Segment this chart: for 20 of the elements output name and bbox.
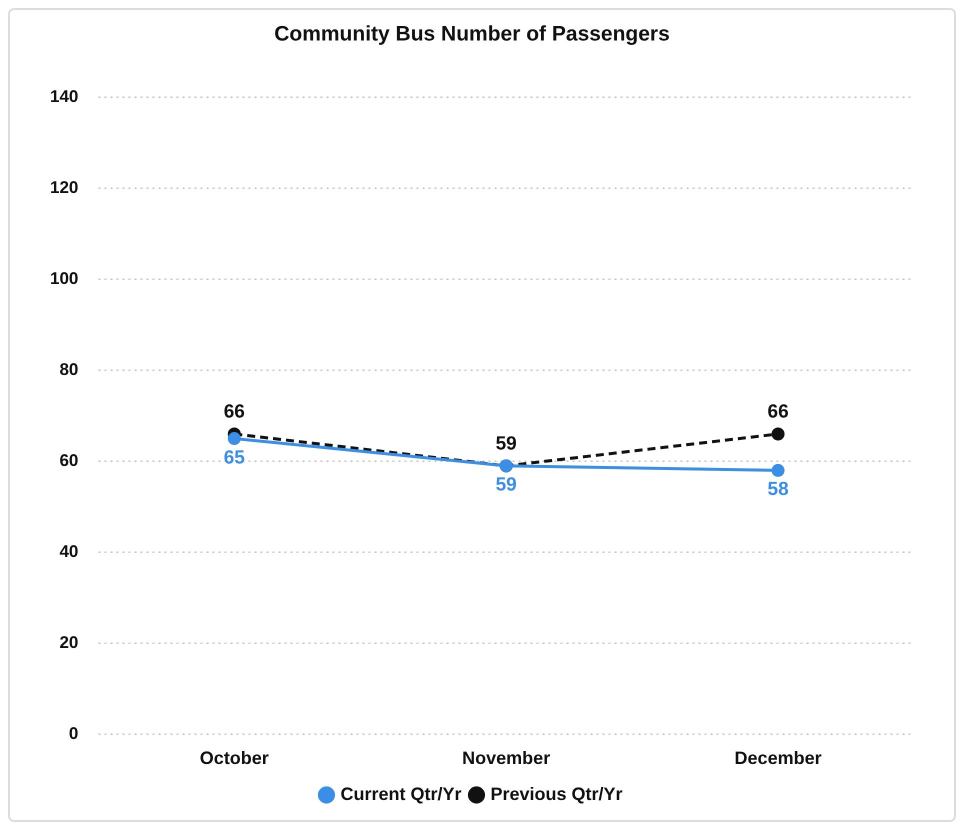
y-tick-label: 40: [59, 542, 78, 562]
x-tick-label: November: [462, 748, 550, 768]
legend-label: Previous Qtr/Yr: [490, 784, 623, 804]
y-tick-label: 20: [59, 633, 78, 652]
data-label: 59: [496, 434, 517, 455]
y-tick-label: 80: [59, 360, 78, 379]
data-label: 58: [767, 479, 789, 500]
y-tick-label: 0: [68, 724, 78, 744]
y-tick-label: 100: [50, 268, 78, 288]
chart-title: Community Bus Number of Passengers: [274, 22, 670, 46]
x-tick-label: December: [734, 748, 822, 768]
y-tick-label: 60: [59, 451, 78, 470]
data-label: 66: [767, 402, 789, 423]
data-label: 66: [224, 402, 245, 423]
x-tick-label: October: [200, 748, 269, 768]
legend-label: Current Qtr/Yr: [340, 784, 462, 804]
data-label: 65: [224, 447, 246, 468]
y-tick-label: 140: [50, 86, 78, 106]
y-tick-label: 120: [50, 178, 78, 197]
data-label: 59: [496, 474, 517, 496]
